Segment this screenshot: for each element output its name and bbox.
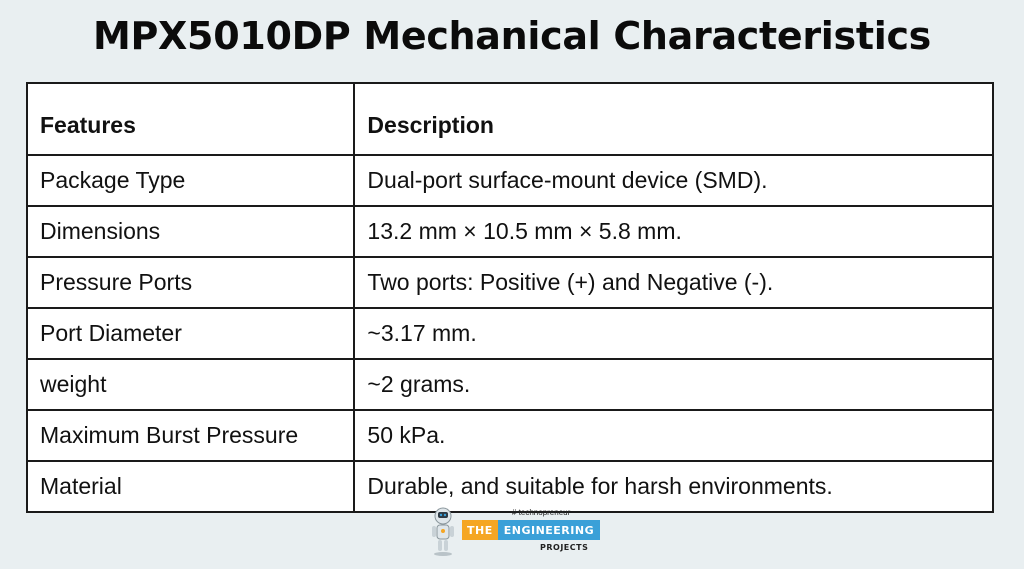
spec-table: Features Description Package Type Dual-p… [25, 82, 994, 513]
table-header-row: Features Description [25, 82, 994, 156]
logo-the: THE [462, 520, 498, 540]
table-row: Dimensions 13.2 mm × 10.5 mm × 5.8 mm. [25, 205, 994, 258]
table-row: Maximum Burst Pressure 50 kPa. [25, 409, 994, 462]
feature-cell: Maximum Burst Pressure [25, 409, 356, 462]
description-cell: ~2 grams. [353, 358, 994, 411]
table-row: weight ~2 grams. [25, 358, 994, 411]
description-cell: ~3.17 mm. [353, 307, 994, 360]
feature-cell: Dimensions [25, 205, 356, 258]
feature-cell: Pressure Ports [25, 256, 356, 309]
feature-cell: Package Type [25, 154, 356, 207]
table-row: Material Durable, and suitable for harsh… [25, 460, 994, 513]
table-row: Port Diameter ~3.17 mm. [25, 307, 994, 360]
logo-tagline: # technopreneur [512, 508, 571, 517]
description-cell: Durable, and suitable for harsh environm… [353, 460, 994, 513]
feature-cell: Port Diameter [25, 307, 356, 360]
description-cell: Two ports: Positive (+) and Negative (-)… [353, 256, 994, 309]
page-title: MPX5010DP Mechanical Characteristics [92, 14, 931, 58]
logo-engineering: ENGINEERING [497, 520, 601, 540]
header-features: Features [25, 82, 356, 156]
description-cell: 50 kPa. [353, 409, 994, 462]
feature-cell: weight [25, 358, 356, 411]
header-description: Description [353, 82, 994, 156]
description-cell: 13.2 mm × 10.5 mm × 5.8 mm. [353, 205, 994, 258]
logo-projects: PROJECTS [540, 543, 589, 552]
table-row: Pressure Ports Two ports: Positive (+) a… [25, 256, 994, 309]
robot-icon [432, 507, 454, 556]
table-row: Package Type Dual-port surface-mount dev… [25, 154, 994, 207]
logo-wordmark: THE ENGINEERING [462, 520, 601, 540]
description-cell: Dual-port surface-mount device (SMD). [353, 154, 994, 207]
feature-cell: Material [25, 460, 356, 513]
brand-logo: # technopreneur THE ENGINEERING PROJECTS [428, 505, 601, 557]
